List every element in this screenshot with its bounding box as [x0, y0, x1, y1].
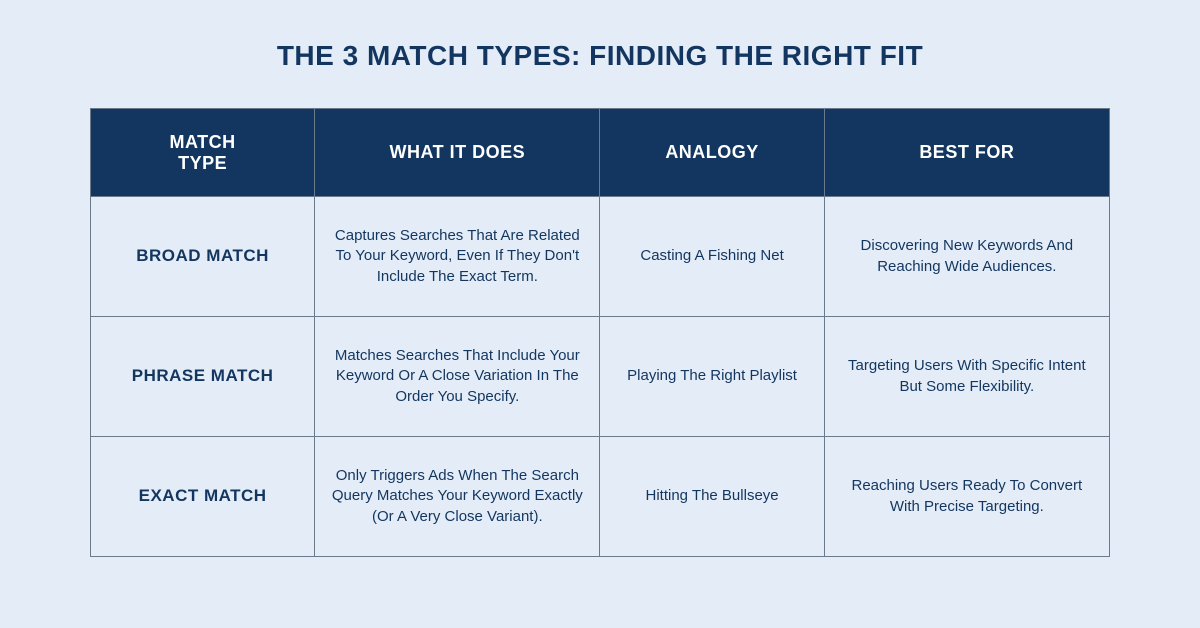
- table-row: BROAD MATCH Captures Searches That Are R…: [91, 197, 1110, 317]
- cell-what-it-does: Captures Searches That Are Related To Yo…: [315, 197, 600, 317]
- col-header-label: WHAT IT DOES: [390, 142, 526, 162]
- col-header-label: BEST FOR: [919, 142, 1014, 162]
- cell-analogy: Playing The Right Playlist: [600, 317, 824, 437]
- match-types-table: MATCHTYPE WHAT IT DOES ANALOGY BEST FOR …: [90, 108, 1110, 557]
- cell-match-type: EXACT MATCH: [91, 437, 315, 557]
- col-header-what-it-does: WHAT IT DOES: [315, 109, 600, 197]
- cell-best-for: Targeting Users With Specific Intent But…: [824, 317, 1109, 437]
- table-header-row: MATCHTYPE WHAT IT DOES ANALOGY BEST FOR: [91, 109, 1110, 197]
- col-header-analogy: ANALOGY: [600, 109, 824, 197]
- cell-match-type: PHRASE MATCH: [91, 317, 315, 437]
- cell-analogy: Hitting The Bullseye: [600, 437, 824, 557]
- col-header-match-type: MATCHTYPE: [91, 109, 315, 197]
- table-row: PHRASE MATCH Matches Searches That Inclu…: [91, 317, 1110, 437]
- col-header-label: MATCHTYPE: [170, 132, 236, 173]
- table-row: EXACT MATCH Only Triggers Ads When The S…: [91, 437, 1110, 557]
- cell-what-it-does: Only Triggers Ads When The Search Query …: [315, 437, 600, 557]
- cell-best-for: Reaching Users Ready To Convert With Pre…: [824, 437, 1109, 557]
- col-header-label: ANALOGY: [665, 142, 759, 162]
- col-header-best-for: BEST FOR: [824, 109, 1109, 197]
- cell-analogy: Casting A Fishing Net: [600, 197, 824, 317]
- page-title: THE 3 MATCH TYPES: FINDING THE RIGHT FIT: [277, 40, 923, 72]
- cell-what-it-does: Matches Searches That Include Your Keywo…: [315, 317, 600, 437]
- cell-best-for: Discovering New Keywords And Reaching Wi…: [824, 197, 1109, 317]
- cell-match-type: BROAD MATCH: [91, 197, 315, 317]
